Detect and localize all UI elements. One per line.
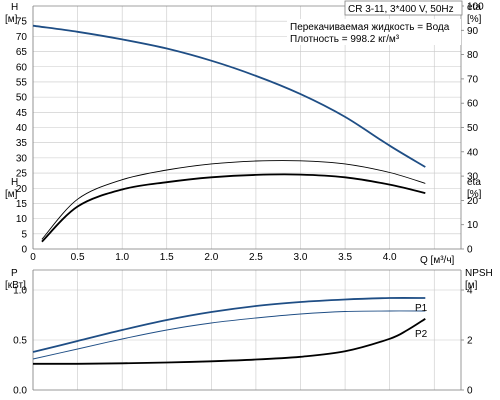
- left-tick-label: 70: [16, 32, 28, 43]
- note-density: Плотность = 998.2 кг/м³: [290, 34, 400, 45]
- npsh-axis-label-top: NPSH: [465, 268, 493, 279]
- left-tick-label: 0: [21, 245, 27, 256]
- eta-axis-label-top: eta: [467, 2, 481, 13]
- right-tick-label: 90: [467, 26, 479, 37]
- series-line-1-0: [32, 297, 426, 353]
- npsh-axis-label-bottom: [м]: [465, 280, 478, 291]
- right-tick-label: 4: [467, 286, 473, 297]
- right-tick-label: 20: [467, 196, 479, 207]
- x-tick-label: 2.5: [249, 252, 263, 263]
- left-tick-label: 0.5: [13, 336, 27, 347]
- right-tick-label: 10: [467, 220, 479, 231]
- left-tick-label: 40: [16, 123, 28, 134]
- right-tick-label: 60: [467, 99, 479, 110]
- x-tick-label: 3.0: [294, 252, 308, 263]
- x-tick-label: 1.5: [160, 252, 174, 263]
- series-line-1-1: [32, 310, 426, 360]
- notes-box: [287, 19, 461, 45]
- left-tick-label: 45: [16, 108, 28, 119]
- chart-title-box: [344, 0, 463, 16]
- left-tick-label: 20: [16, 184, 28, 195]
- power-axis-label-top: P: [11, 268, 18, 279]
- h-axis-label-bottom: [м]: [5, 189, 18, 200]
- right-tick-label: 0: [467, 245, 473, 256]
- eta-axis-label-bottom-lower: [%]: [467, 189, 482, 200]
- eta-axis-label-top-lower: eta: [467, 177, 481, 188]
- eta-axis-label-bottom: [%]: [467, 14, 482, 25]
- right-tick-label: 70: [467, 74, 479, 85]
- right-tick-label: 80: [467, 50, 479, 61]
- right-tick-label: 40: [467, 147, 479, 158]
- left-tick-label: 0.0: [13, 386, 27, 397]
- left-tick-label: 35: [16, 138, 28, 149]
- left-tick-label: 65: [16, 47, 28, 58]
- head-axis-label-top: H: [11, 2, 18, 13]
- right-tick-label: 2: [467, 336, 473, 347]
- head-axis-label-bottom: [м]: [5, 14, 18, 25]
- left-tick-label: 1.0: [13, 286, 27, 297]
- chart-title: CR 3-11, 3*400 V, 50Hz: [348, 4, 454, 15]
- h-axis-label-top: H: [11, 177, 18, 188]
- left-tick-label: 60: [16, 62, 28, 73]
- series-line-1-2: [33, 318, 426, 365]
- x-tick-label: 2.0: [204, 252, 218, 263]
- x-tick-label: 0: [30, 252, 36, 263]
- x-tick-label: 1.0: [115, 252, 129, 263]
- series-label-p2: P2: [415, 329, 428, 340]
- left-tick-label: 15: [16, 199, 28, 210]
- x-tick-label: 3.5: [338, 252, 352, 263]
- power-axis-label-bottom: [кВт]: [5, 280, 26, 291]
- left-tick-label: 75: [16, 17, 28, 28]
- x-tick-label: 4.0: [383, 252, 397, 263]
- left-tick-label: 50: [16, 93, 28, 104]
- series-line-0-2: [41, 173, 426, 243]
- right-tick-label: 0: [467, 386, 473, 397]
- series-line-0-0: [32, 24, 426, 168]
- note-liquid: Перекачиваемая жидкость = Вода: [290, 22, 450, 33]
- right-tick-label: 30: [467, 172, 479, 183]
- x-tick-label: 0.5: [71, 252, 85, 263]
- left-tick-label: 55: [16, 77, 28, 88]
- flow-axis-label: Q [м³/ч]: [420, 255, 455, 266]
- left-tick-label: 25: [16, 169, 28, 180]
- series-label-p1: P1: [415, 303, 428, 314]
- right-tick-label: 100: [467, 2, 484, 13]
- series-line-0-1: [41, 160, 426, 240]
- left-tick-label: 10: [16, 214, 28, 225]
- left-tick-label: 30: [16, 153, 28, 164]
- right-tick-label: 50: [467, 123, 479, 134]
- left-tick-label: 5: [21, 229, 27, 240]
